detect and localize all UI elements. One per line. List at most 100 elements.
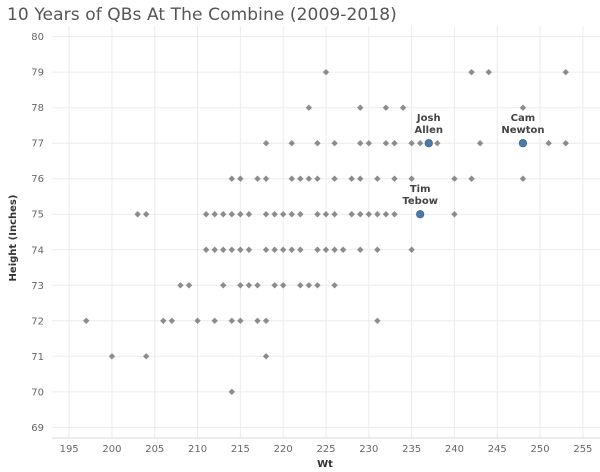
data-point[interactable]	[254, 282, 261, 289]
data-point[interactable]	[348, 211, 355, 218]
data-point[interactable]	[202, 246, 210, 253]
data-point[interactable]	[83, 317, 90, 324]
data-point[interactable]	[237, 317, 244, 324]
data-point[interactable]	[288, 246, 295, 253]
data-point[interactable]	[160, 317, 167, 324]
data-point[interactable]	[211, 317, 218, 324]
data-point[interactable]	[519, 104, 527, 111]
data-point[interactable]	[262, 175, 270, 182]
data-point[interactable]	[262, 246, 270, 253]
data-point[interactable]	[314, 246, 321, 253]
data-point[interactable]	[177, 282, 184, 289]
data-point[interactable]	[262, 211, 270, 218]
data-point[interactable]	[391, 140, 398, 147]
data-point[interactable]	[194, 317, 201, 324]
data-point[interactable]	[271, 246, 278, 253]
data-point[interactable]	[134, 211, 141, 218]
data-point[interactable]	[374, 246, 381, 253]
data-point[interactable]	[262, 353, 270, 360]
data-point[interactable]	[245, 211, 253, 218]
data-point[interactable]	[202, 211, 210, 218]
data-point[interactable]	[382, 211, 390, 218]
data-point[interactable]	[331, 140, 338, 147]
data-point[interactable]	[220, 211, 227, 218]
data-point[interactable]	[288, 140, 295, 147]
data-point[interactable]	[468, 175, 475, 182]
data-point[interactable]	[348, 175, 355, 182]
data-point[interactable]	[254, 175, 261, 182]
data-point[interactable]	[305, 282, 313, 289]
data-point[interactable]	[314, 282, 321, 289]
data-point[interactable]	[357, 140, 364, 147]
data-point[interactable]	[142, 353, 150, 360]
data-point[interactable]	[562, 140, 569, 147]
data-point[interactable]	[416, 140, 424, 147]
data-point[interactable]	[476, 140, 484, 147]
data-point[interactable]	[297, 246, 304, 253]
data-point[interactable]	[408, 140, 415, 147]
data-point[interactable]	[185, 282, 193, 289]
data-point[interactable]	[271, 282, 278, 289]
data-point[interactable]	[357, 175, 364, 182]
highlight-point-josh-allen[interactable]	[424, 139, 433, 148]
data-point[interactable]	[399, 104, 407, 111]
data-point[interactable]	[228, 246, 236, 253]
data-point[interactable]	[382, 104, 390, 111]
data-point[interactable]	[382, 140, 390, 147]
data-point[interactable]	[228, 211, 236, 218]
data-point[interactable]	[545, 140, 552, 147]
data-point[interactable]	[562, 68, 569, 76]
data-point[interactable]	[237, 175, 244, 182]
data-point[interactable]	[339, 246, 347, 253]
data-point[interactable]	[228, 388, 236, 396]
data-point[interactable]	[245, 246, 253, 253]
data-point[interactable]	[357, 246, 364, 253]
data-point[interactable]	[237, 211, 244, 218]
highlight-point-cam-newton[interactable]	[518, 139, 528, 148]
data-point[interactable]	[331, 211, 338, 218]
data-point[interactable]	[331, 175, 338, 182]
data-point[interactable]	[305, 104, 313, 111]
data-point[interactable]	[322, 211, 330, 218]
data-point[interactable]	[228, 175, 236, 182]
data-point[interactable]	[365, 211, 373, 218]
data-point[interactable]	[297, 175, 304, 182]
data-point[interactable]	[279, 211, 287, 218]
data-point[interactable]	[519, 175, 527, 182]
data-point[interactable]	[228, 317, 236, 324]
data-point[interactable]	[220, 246, 227, 253]
highlight-point-tim-tebow[interactable]	[416, 210, 425, 219]
data-point[interactable]	[288, 211, 295, 218]
data-point[interactable]	[279, 282, 287, 289]
data-point[interactable]	[297, 211, 304, 218]
data-point[interactable]	[357, 211, 364, 218]
data-point[interactable]	[374, 317, 381, 324]
data-point[interactable]	[468, 68, 475, 76]
data-point[interactable]	[288, 175, 295, 182]
data-point[interactable]	[357, 104, 364, 111]
data-point[interactable]	[220, 282, 227, 289]
data-point[interactable]	[408, 246, 415, 253]
data-point[interactable]	[297, 282, 304, 289]
data-point[interactable]	[485, 68, 492, 76]
data-point[interactable]	[391, 175, 398, 182]
data-point[interactable]	[305, 175, 313, 182]
data-point[interactable]	[331, 246, 338, 253]
data-point[interactable]	[211, 211, 218, 218]
data-point[interactable]	[322, 246, 330, 253]
data-point[interactable]	[451, 211, 458, 218]
data-point[interactable]	[408, 175, 415, 182]
data-point[interactable]	[451, 175, 458, 182]
data-point[interactable]	[331, 282, 338, 289]
data-point[interactable]	[237, 246, 244, 253]
data-point[interactable]	[108, 353, 116, 360]
data-point[interactable]	[434, 140, 441, 147]
data-point[interactable]	[262, 317, 270, 324]
data-point[interactable]	[365, 140, 373, 147]
data-point[interactable]	[314, 175, 321, 182]
data-point[interactable]	[168, 317, 176, 324]
data-point[interactable]	[271, 211, 278, 218]
data-point[interactable]	[374, 175, 381, 182]
data-point[interactable]	[237, 282, 244, 289]
data-point[interactable]	[211, 246, 218, 253]
